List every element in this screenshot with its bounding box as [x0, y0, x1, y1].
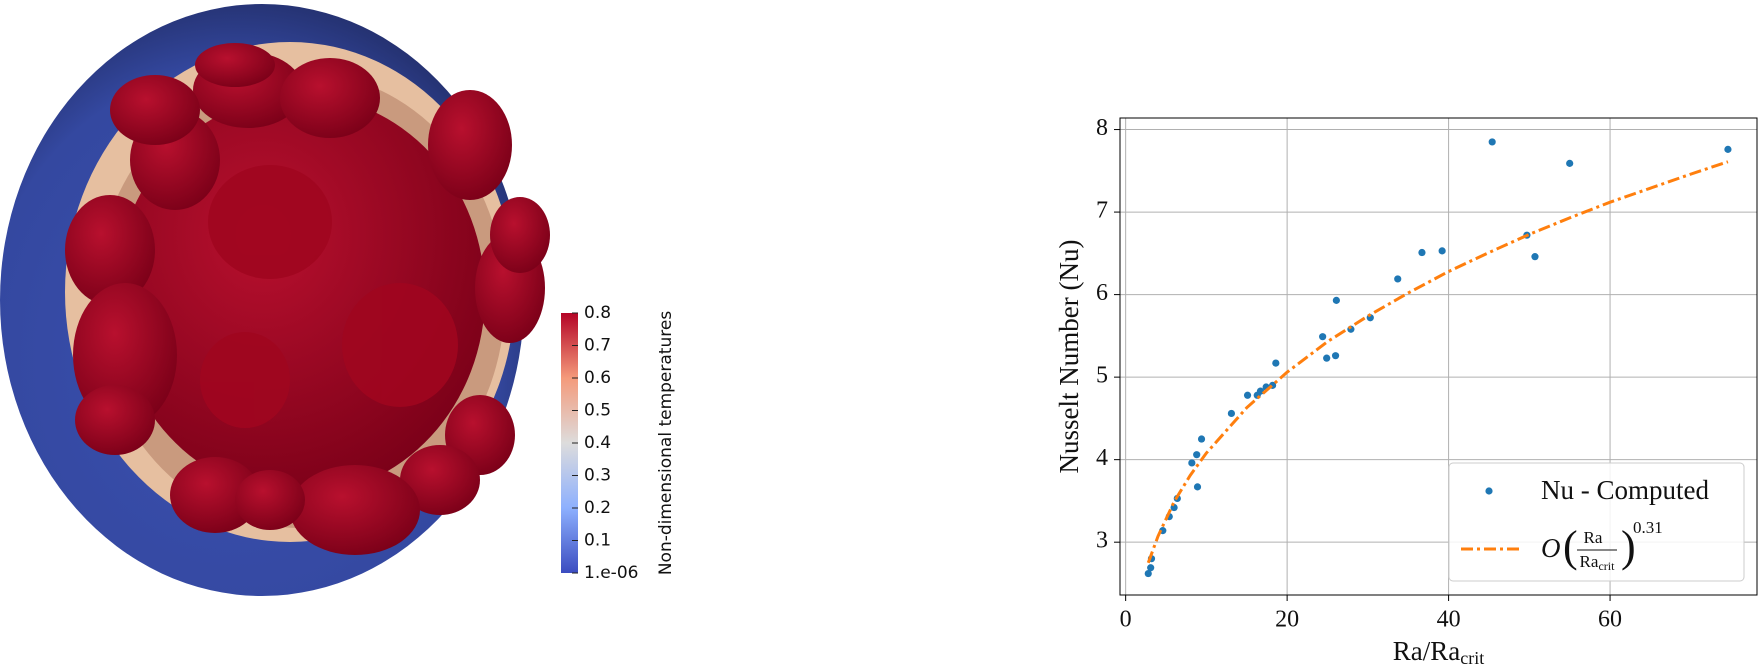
y-tick-label: 3	[1096, 528, 1108, 554]
y-tick-label: 5	[1096, 363, 1108, 389]
colorbar-tick-label: 1.e-06	[584, 563, 638, 583]
x-axis-label-sub: crit	[1460, 648, 1484, 668]
legend-label: Nu - Computed	[1541, 475, 1709, 505]
scatter-point	[1418, 248, 1426, 257]
colorbar-tick-label: 0.3	[584, 466, 611, 486]
legend-box	[1448, 462, 1745, 582]
colorbar-tick-label: 0.6	[584, 368, 611, 388]
y-tick-label: 4	[1096, 445, 1108, 471]
y-tick-label: 7	[1096, 198, 1108, 224]
scatter-point	[1531, 253, 1539, 261]
scatter-point	[1332, 296, 1340, 304]
plot-frame	[1119, 117, 1758, 596]
colorbar-tick-label: 0.5	[584, 401, 611, 421]
x-axis-label: Ra/Racrit	[1393, 636, 1485, 668]
scatter-point	[1724, 145, 1732, 153]
denominator-main: Ra	[1580, 552, 1599, 571]
legend-paren: )	[1621, 522, 1636, 571]
y-axis-label: Nusselt Number (Nu)	[1054, 240, 1084, 474]
legend-paren: (	[1563, 522, 1578, 571]
colorbar-tick-label: 0.8	[584, 303, 611, 323]
scatter-point	[1438, 247, 1446, 255]
colorbar: Non-dimensional temperatures 1.e-06 0.1 0.…	[561, 303, 676, 583]
scatter-point	[1193, 451, 1201, 459]
scatter-point	[1243, 391, 1252, 399]
colorbar-tick-label: 0.1	[584, 531, 611, 551]
scatter-point	[1488, 138, 1496, 146]
scatter-point	[1197, 435, 1206, 443]
scatter-point	[1566, 159, 1574, 167]
colorbar-tick-label: 0.4	[584, 433, 611, 453]
fit-line	[1146, 160, 1729, 564]
x-tick-label: 20	[1275, 607, 1299, 633]
scatter-point	[1227, 409, 1236, 418]
scatter-point	[1394, 275, 1402, 283]
render	[0, 4, 550, 596]
y-tick-label: 6	[1096, 280, 1108, 306]
x-tick-label: 60	[1598, 607, 1622, 633]
scatter-point	[1272, 359, 1280, 367]
scatter-point	[1331, 352, 1340, 360]
scatter-point	[1256, 387, 1265, 395]
legend-label-exponent: 0.31	[1633, 518, 1663, 537]
legend-label-denominator: Racrit	[1580, 552, 1616, 573]
x-axis-label-main: Ra/Ra	[1393, 636, 1461, 666]
scatter-point	[1193, 483, 1202, 491]
legend-label-numerator: Ra	[1584, 528, 1603, 547]
scatter-point	[1323, 354, 1331, 362]
colorbar-title: Non-dimensional temperatures	[656, 311, 676, 575]
scatter-point	[1319, 333, 1327, 341]
y-tick-label: 8	[1096, 115, 1108, 141]
denominator-sub: crit	[1598, 559, 1615, 573]
legend-marker	[1485, 487, 1493, 495]
legend-label-prefix: O	[1541, 533, 1561, 563]
scatter-point	[1188, 459, 1196, 467]
colorbar-tick-label: 0.7	[584, 336, 611, 356]
colorbar-tick-label: 0.2	[584, 498, 611, 518]
x-tick-label: 0	[1120, 607, 1132, 633]
scatter-point	[1144, 569, 1152, 578]
scatter-point	[1147, 564, 1155, 572]
x-tick-label: 40	[1437, 607, 1461, 633]
